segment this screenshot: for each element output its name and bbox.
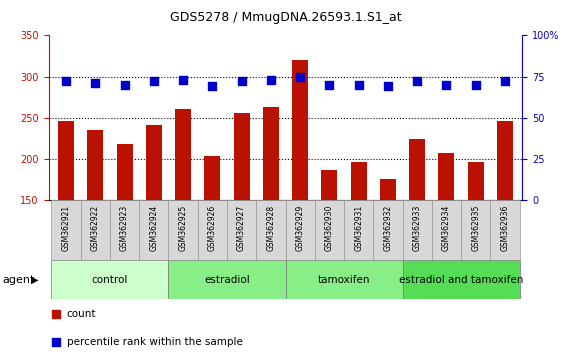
Text: GSM362921: GSM362921 bbox=[62, 205, 71, 251]
Text: estradiol: estradiol bbox=[204, 275, 250, 285]
Bar bbox=[315, 200, 344, 260]
Bar bbox=[439, 153, 455, 200]
Text: GSM362933: GSM362933 bbox=[413, 205, 421, 251]
Bar bbox=[227, 200, 256, 260]
Bar bbox=[403, 260, 520, 299]
Text: count: count bbox=[67, 309, 96, 320]
Text: GSM362922: GSM362922 bbox=[91, 205, 100, 251]
Point bbox=[354, 82, 363, 88]
Bar bbox=[380, 179, 396, 200]
Point bbox=[383, 84, 392, 89]
Text: tamoxifen: tamoxifen bbox=[317, 275, 370, 285]
Point bbox=[208, 84, 217, 89]
Bar bbox=[461, 200, 490, 260]
Bar bbox=[51, 200, 81, 260]
Bar bbox=[292, 60, 308, 200]
Bar bbox=[497, 121, 513, 200]
Bar bbox=[403, 200, 432, 260]
Text: GSM362923: GSM362923 bbox=[120, 205, 129, 251]
Text: GSM362932: GSM362932 bbox=[383, 205, 392, 251]
Point bbox=[442, 82, 451, 88]
Bar bbox=[175, 109, 191, 200]
Text: control: control bbox=[92, 275, 128, 285]
Text: GSM362926: GSM362926 bbox=[208, 205, 217, 251]
Point bbox=[237, 79, 246, 84]
Text: estradiol and tamoxifen: estradiol and tamoxifen bbox=[399, 275, 523, 285]
Text: percentile rank within the sample: percentile rank within the sample bbox=[67, 337, 243, 347]
Bar bbox=[468, 162, 484, 200]
Bar bbox=[139, 200, 168, 260]
Bar bbox=[58, 121, 74, 200]
Text: GSM362925: GSM362925 bbox=[179, 205, 188, 251]
Bar bbox=[256, 200, 286, 260]
Text: GDS5278 / MmugDNA.26593.1.S1_at: GDS5278 / MmugDNA.26593.1.S1_at bbox=[170, 11, 401, 24]
Point bbox=[51, 339, 60, 345]
Text: GSM362934: GSM362934 bbox=[442, 205, 451, 251]
Text: GSM362929: GSM362929 bbox=[296, 205, 304, 251]
Bar bbox=[490, 200, 520, 260]
Bar bbox=[87, 130, 103, 200]
Text: agent: agent bbox=[3, 275, 35, 285]
Point bbox=[413, 79, 422, 84]
Bar bbox=[110, 200, 139, 260]
Bar bbox=[373, 200, 403, 260]
Bar bbox=[204, 156, 220, 200]
Point bbox=[325, 82, 334, 88]
Bar bbox=[286, 260, 403, 299]
Point bbox=[120, 82, 129, 88]
Point bbox=[179, 77, 188, 83]
Text: GSM362927: GSM362927 bbox=[237, 205, 246, 251]
Bar bbox=[168, 200, 198, 260]
Point bbox=[51, 312, 60, 317]
Bar bbox=[286, 200, 315, 260]
Bar bbox=[146, 125, 162, 200]
Text: GSM362935: GSM362935 bbox=[471, 205, 480, 251]
Bar bbox=[351, 162, 367, 200]
Bar bbox=[263, 107, 279, 200]
Point bbox=[500, 79, 509, 84]
Bar bbox=[432, 200, 461, 260]
Text: ▶: ▶ bbox=[31, 275, 38, 285]
Text: GSM362930: GSM362930 bbox=[325, 205, 334, 251]
Bar bbox=[116, 144, 132, 200]
Text: GSM362936: GSM362936 bbox=[500, 205, 509, 251]
Bar bbox=[168, 260, 286, 299]
Bar bbox=[81, 200, 110, 260]
Text: GSM362928: GSM362928 bbox=[267, 205, 275, 251]
Bar bbox=[51, 260, 168, 299]
Text: GSM362924: GSM362924 bbox=[150, 205, 158, 251]
Point bbox=[149, 79, 158, 84]
Point bbox=[296, 74, 305, 79]
Bar bbox=[321, 170, 337, 200]
Point bbox=[91, 80, 100, 86]
Point bbox=[62, 79, 71, 84]
Bar bbox=[198, 200, 227, 260]
Bar bbox=[344, 200, 373, 260]
Point bbox=[471, 82, 480, 88]
Text: GSM362931: GSM362931 bbox=[354, 205, 363, 251]
Bar bbox=[409, 139, 425, 200]
Bar bbox=[234, 113, 250, 200]
Point bbox=[266, 77, 275, 83]
